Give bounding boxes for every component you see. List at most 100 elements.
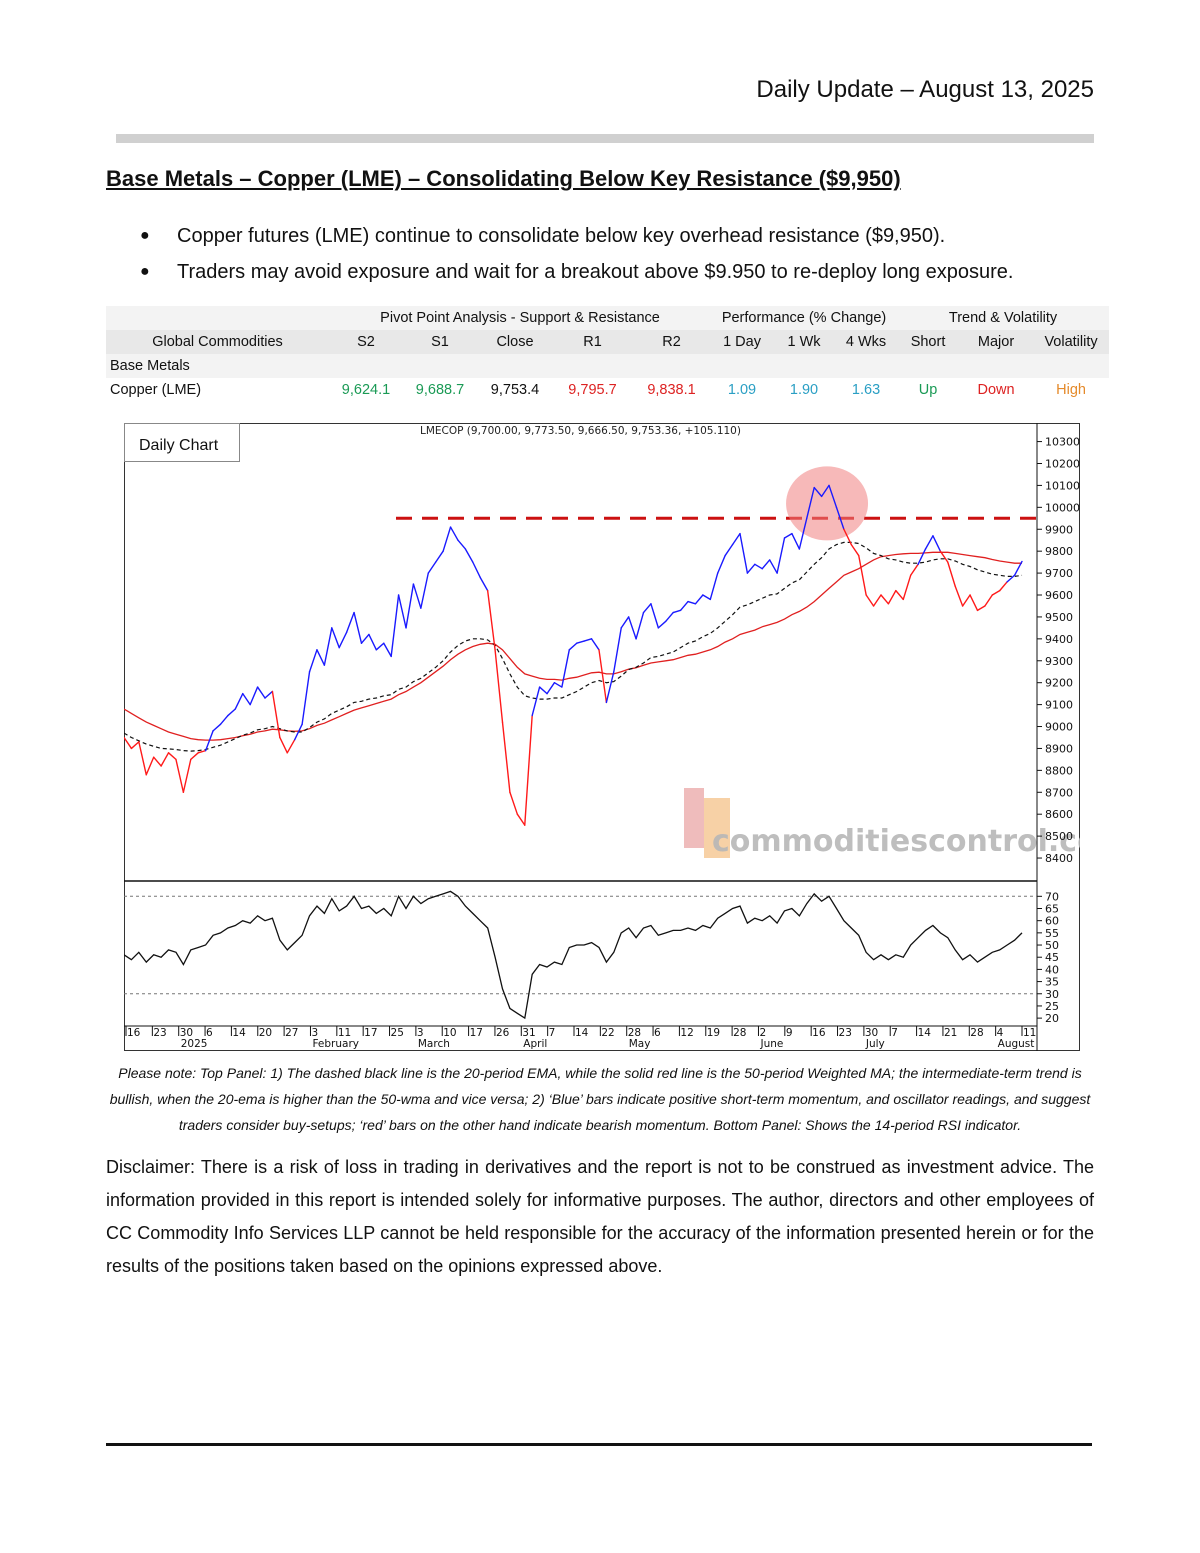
price-tick-label: 9600 <box>1045 589 1073 602</box>
price-segment <box>642 603 652 614</box>
date-tick-label: 17 <box>470 1027 483 1039</box>
daily-chart: Daily Chart LMECOP (9,700.00, 9,773.50, … <box>123 423 1129 1051</box>
date-tick-label: 6 <box>206 1027 213 1039</box>
price-segment <box>576 640 585 644</box>
price-segment <box>605 671 615 704</box>
date-tick-label: 11 <box>1023 1027 1036 1039</box>
date-tick-label: 3 <box>311 1027 318 1039</box>
price-segment <box>1013 560 1023 576</box>
date-tick-label: 12 <box>680 1027 693 1039</box>
perf-1day: 1.09 <box>727 382 757 398</box>
price-segment <box>783 532 793 539</box>
date-tick-label: 31 <box>522 1027 535 1039</box>
price-segment <box>917 548 927 566</box>
price-tick-label: 9300 <box>1045 655 1073 668</box>
date-tick-label: 30 <box>180 1027 193 1039</box>
price-segment <box>969 594 979 612</box>
price-segment <box>635 611 645 640</box>
date-tick-label: 6 <box>654 1027 661 1039</box>
price-segment <box>190 752 199 761</box>
date-tick-label: 28 <box>628 1027 641 1039</box>
price-segment <box>724 543 734 557</box>
column-header: Global Commodities <box>106 330 329 354</box>
price-segment <box>197 749 207 754</box>
price-segment <box>709 572 719 601</box>
chart-frame <box>124 423 1080 1051</box>
price-tick-label: 10000 <box>1045 501 1080 514</box>
date-tick-label: 17 <box>364 1027 377 1039</box>
price-segment <box>553 681 563 688</box>
rsi-tick-label: 55 <box>1045 927 1059 940</box>
price-segment <box>145 756 155 776</box>
price-segment <box>583 638 593 642</box>
price-segment <box>657 620 667 629</box>
perf-1wk: 1.90 <box>789 382 819 398</box>
date-tick-label: 30 <box>865 1027 878 1039</box>
price-segment <box>331 627 340 649</box>
price-segment <box>820 484 830 498</box>
price-segment <box>479 576 489 592</box>
price-segment <box>895 589 904 601</box>
trend-short: Up <box>918 382 938 398</box>
date-tick-label: 22 <box>601 1027 614 1039</box>
price-segment <box>761 559 771 570</box>
month-label: August <box>998 1038 1035 1050</box>
price-segment <box>345 611 355 633</box>
price-segment <box>219 714 229 726</box>
column-header: S1 <box>403 330 477 354</box>
price-segment <box>613 627 622 673</box>
price-segment <box>390 594 400 658</box>
price-tick-label: 8700 <box>1045 786 1073 799</box>
s1-value: 9,688.7 <box>415 382 465 398</box>
price-segment <box>999 581 1008 592</box>
column-header: 1 Day <box>711 330 774 354</box>
price-segment <box>338 631 348 649</box>
price-tick-label: 8800 <box>1045 764 1073 777</box>
price-segment <box>939 550 949 563</box>
commodity-name: Copper (LME) <box>110 382 202 398</box>
group-header-pivot: Pivot Point Analysis - Support & Resista… <box>329 306 712 330</box>
price-segment <box>152 756 162 767</box>
price-segment <box>739 532 749 574</box>
price-segment <box>1006 574 1016 583</box>
price-segment <box>850 543 860 557</box>
price-segment <box>865 594 875 607</box>
price-tick-label: 10300 <box>1045 436 1080 449</box>
price-segment <box>627 616 637 640</box>
date-tick-label: 4 <box>997 1027 1004 1039</box>
volatility: High <box>1056 382 1086 398</box>
rsi-line <box>123 890 1023 1020</box>
breakout-highlight <box>786 466 869 541</box>
close-value: 9,753.4 <box>490 382 540 398</box>
price-segment <box>375 642 385 651</box>
price-segment <box>286 738 296 754</box>
rsi-levels <box>124 895 1037 995</box>
price-segment <box>130 741 140 750</box>
date-tick-label: 14 <box>232 1027 246 1039</box>
key-point: ● Copper futures (LME) continue to consol… <box>140 225 946 247</box>
price-segment <box>947 561 956 587</box>
price-segment <box>449 526 459 541</box>
price-segment <box>397 594 407 629</box>
price-segment <box>531 686 541 717</box>
watermark: commoditiescontrol.com <box>684 788 1129 859</box>
ema20-line <box>123 541 1023 752</box>
date-tick-label: 14 <box>918 1027 932 1039</box>
price-tick-label: 8500 <box>1045 830 1073 843</box>
rsi-tick-label: 45 <box>1045 951 1059 964</box>
chart-svg: Daily Chart LMECOP (9,700.00, 9,773.50, … <box>123 423 1129 1051</box>
rsi-tick-label: 25 <box>1045 1000 1059 1013</box>
price-segment <box>843 528 853 546</box>
date-tick-label: 7 <box>549 1027 556 1039</box>
price-segment <box>264 690 274 699</box>
rsi-tick-label: 35 <box>1045 976 1059 989</box>
month-label: May <box>629 1038 651 1050</box>
price-tick-label: 9700 <box>1045 567 1073 580</box>
date-tick-label: 20 <box>259 1027 272 1039</box>
rsi-tick-label: 70 <box>1045 890 1059 903</box>
price-segment <box>590 638 600 651</box>
price-segment <box>798 517 808 550</box>
group-header-trend: Trend & Volatility <box>897 306 1110 330</box>
column-header: Short <box>897 330 960 354</box>
trend-major: Down <box>977 382 1015 398</box>
